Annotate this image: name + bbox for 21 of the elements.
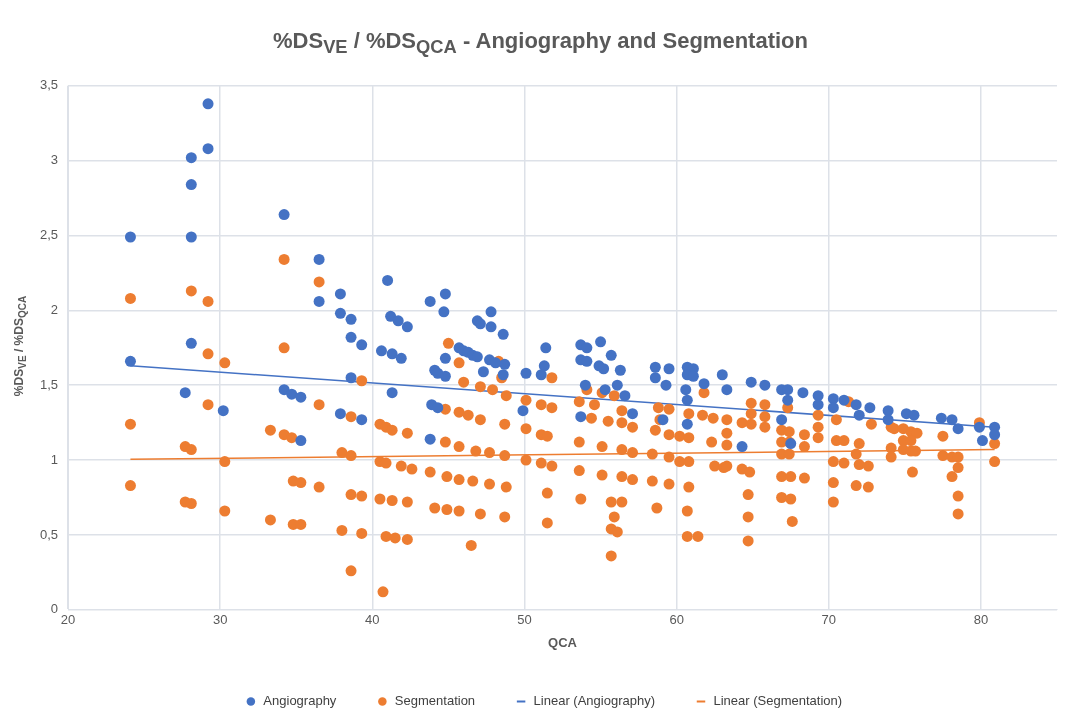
y-tick-label: 1,5 xyxy=(39,376,59,392)
x-tick-label: 20 xyxy=(60,612,76,628)
x-tick-label: 80 xyxy=(973,612,989,628)
y-tick-label: 0,5 xyxy=(39,526,59,542)
legend-label: Segmentation xyxy=(394,693,476,709)
y-tick-label: 1 xyxy=(50,451,59,467)
legend-label: Angiography xyxy=(263,693,337,709)
y-tick-label: 2 xyxy=(50,301,59,317)
y-tick-label: 3,5 xyxy=(39,77,59,93)
x-tick-label: 70 xyxy=(821,612,837,628)
x-tick-label: 60 xyxy=(669,612,684,628)
y-tick-label: 2,5 xyxy=(39,227,59,243)
legend-label: Linear (Angiography) xyxy=(533,693,655,709)
legend-label: Linear (Segmentation) xyxy=(713,693,843,709)
x-tick-label: 50 xyxy=(517,612,532,628)
y-tick-label: 3 xyxy=(50,152,59,168)
y-tick-label: 0 xyxy=(50,601,59,617)
x-tick-label: 30 xyxy=(212,612,228,628)
x-tick-label: 40 xyxy=(365,612,380,628)
x-axis-title: QCA xyxy=(548,634,578,650)
chart-title: %DS$_{VE}$ / %DS$_{QCA}$ - Angiography and Segmentation xyxy=(272,28,809,59)
